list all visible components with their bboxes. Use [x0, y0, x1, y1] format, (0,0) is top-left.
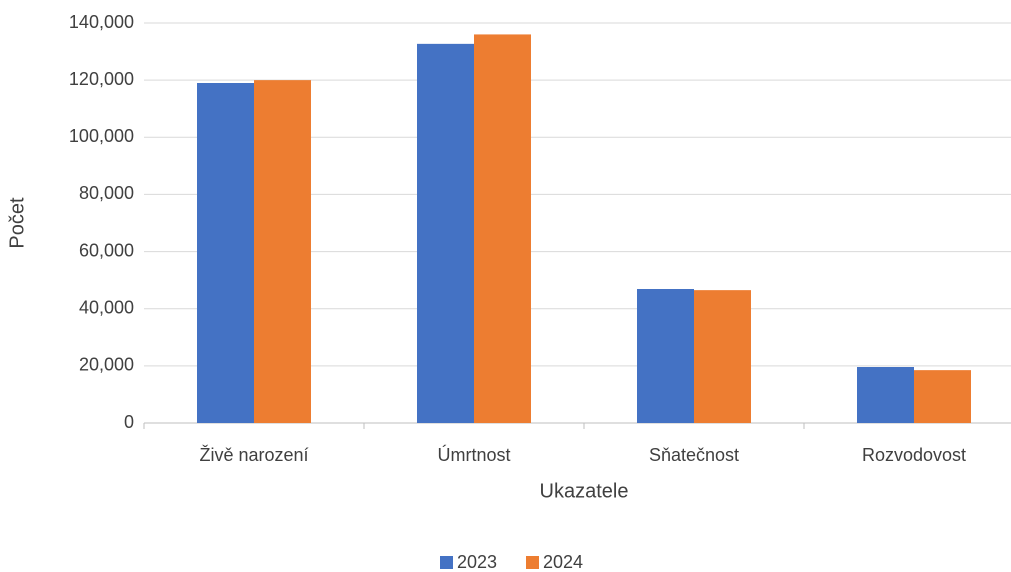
y-tick-label: 100,000 — [69, 126, 134, 146]
bar — [857, 367, 914, 423]
x-tick-label: Rozvodovost — [862, 445, 966, 465]
bar — [474, 34, 531, 424]
legend-label: 2023 — [457, 552, 497, 572]
y-tick-label: 120,000 — [69, 69, 134, 89]
y-tick-label: 40,000 — [79, 297, 134, 317]
y-tick-label: 60,000 — [79, 240, 134, 260]
bar — [417, 43, 474, 423]
x-tick-label: Sňatečnost — [649, 445, 739, 465]
x-tick-label: Živě narození — [199, 445, 308, 465]
x-tick-label: Úmrtnost — [437, 444, 510, 465]
y-tick-label: 140,000 — [69, 12, 134, 32]
bar — [254, 80, 311, 424]
bar — [197, 83, 254, 423]
bar — [914, 370, 971, 423]
y-axis-title: Počet — [6, 197, 28, 249]
legend-swatch — [526, 556, 539, 569]
y-tick-label: 80,000 — [79, 183, 134, 203]
y-tick-label: 20,000 — [79, 355, 134, 375]
y-tick-label: 0 — [124, 412, 134, 432]
legend-swatch — [440, 556, 453, 569]
bar — [694, 290, 751, 423]
bar — [637, 289, 694, 423]
legend-label: 2024 — [543, 552, 583, 572]
x-axis-title: Ukazatele — [540, 480, 629, 502]
